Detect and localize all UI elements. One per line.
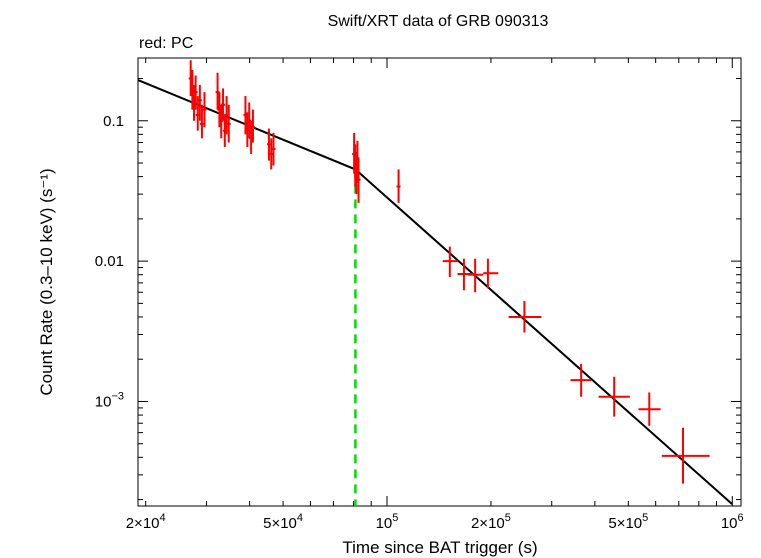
plot-frame <box>137 57 742 507</box>
x-tick-label: 105 <box>376 512 399 532</box>
data-point <box>356 157 361 203</box>
model-curve <box>137 79 733 506</box>
data-point <box>271 132 276 166</box>
axis-tick-labels: 2×104 5×104 105 2×105 5×105 106 0.1 0.01 10−3 <box>95 113 744 532</box>
data-point <box>193 75 198 110</box>
x-tick-label: 2×105 <box>471 512 511 532</box>
y-tick-label: 0.01 <box>95 253 124 270</box>
x-tick-label: 2×104 <box>126 512 166 532</box>
data-point <box>598 376 630 417</box>
x-axis-label: Time since BAT trigger (s) <box>342 538 537 557</box>
data-point <box>661 427 710 484</box>
data-point <box>508 300 542 333</box>
axis-ticks <box>138 58 741 506</box>
model-line <box>137 79 733 506</box>
data-point <box>638 392 661 426</box>
x-tick-label: 5×104 <box>263 512 303 532</box>
data-point <box>468 258 484 293</box>
y-tick-label: 10−3 <box>95 390 124 410</box>
data-point <box>483 258 499 289</box>
data-point <box>396 169 401 203</box>
data-point <box>570 363 592 397</box>
data-point <box>197 84 202 121</box>
x-tick-label: 5×105 <box>608 512 648 532</box>
chart-title: Swift/XRT data of GRB 090313 <box>328 13 549 30</box>
data-point <box>221 88 226 121</box>
data-points <box>188 60 710 484</box>
chart-subtitle: red: PC <box>139 35 193 52</box>
data-point <box>226 104 231 143</box>
y-tick-label: 0.1 <box>103 113 124 130</box>
y-axis-label: Count Rate (0.3–10 keV) (s⁻¹) <box>37 168 56 395</box>
data-point <box>199 104 204 139</box>
x-tick-label: 106 <box>721 512 744 532</box>
data-point <box>442 246 458 278</box>
data-point <box>202 92 207 128</box>
data-point <box>250 109 255 143</box>
